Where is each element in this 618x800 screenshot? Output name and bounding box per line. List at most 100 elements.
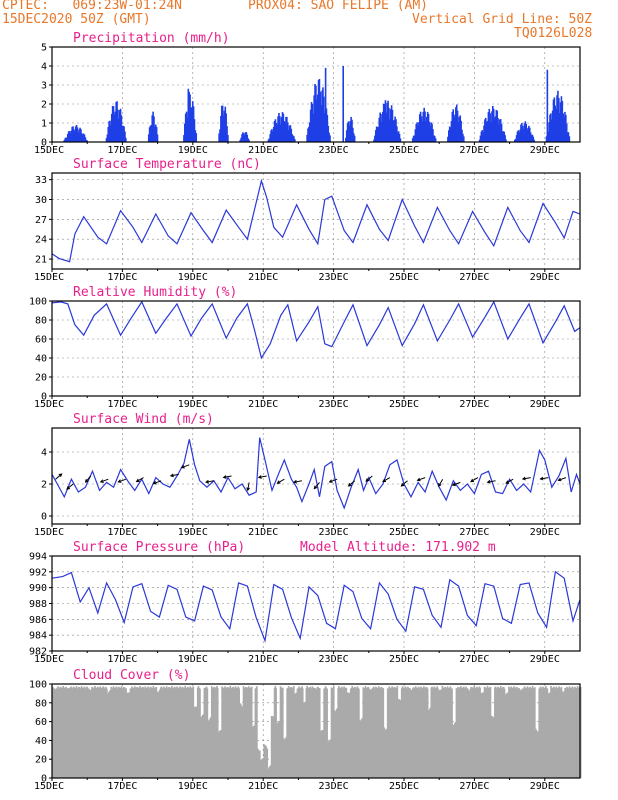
precip-bar — [383, 104, 386, 142]
wind-vector — [257, 475, 267, 479]
precip-bar — [415, 123, 418, 142]
precip-bar — [498, 124, 500, 142]
precip-bar — [490, 121, 492, 142]
precip-bar — [116, 101, 118, 142]
precip-bar — [294, 139, 296, 142]
xtick-label-cloud: 23DEC — [319, 781, 349, 792]
precip-bar — [557, 90, 559, 142]
panel-temp: 21 24 27 30 33 15DEC 17DEC 19DEC 21DEC 23DEC 25DEC… — [34, 157, 581, 283]
precip-bar — [421, 121, 424, 142]
ytick-label-rh: 60 — [35, 335, 47, 346]
precip-bar — [307, 128, 309, 142]
precip-bar — [316, 94, 319, 142]
precip-bar — [353, 135, 356, 142]
precip-bar — [288, 125, 291, 142]
ytick-label-cloud: 0 — [41, 774, 47, 785]
ytick-label-press: 986 — [29, 615, 47, 626]
ytick-label-rh: 80 — [35, 316, 47, 327]
wind-vector — [313, 482, 320, 490]
precip-bar — [455, 104, 458, 142]
precip-bar — [499, 119, 501, 142]
precip-bar — [74, 130, 76, 142]
precip-bar — [449, 128, 452, 142]
precip-bar — [183, 135, 185, 142]
xtick-label-press: 17DEC — [107, 654, 137, 665]
precip-bar — [63, 140, 66, 142]
precip-bar — [188, 91, 190, 142]
wind-vector — [180, 464, 190, 469]
precip-bar — [387, 100, 389, 142]
precip-bar — [226, 126, 228, 142]
panel-press: 982 984 986 988 990 992 994 15DEC 17DEC 19DEC 21DE… — [29, 540, 581, 665]
precip-bar — [345, 130, 348, 142]
ytick-label-rh: 20 — [35, 373, 47, 384]
precip-bar — [380, 114, 382, 142]
precip-bar — [80, 129, 82, 142]
precip-bar — [374, 130, 377, 142]
precip-bar — [65, 137, 67, 142]
precip-bar — [550, 119, 553, 142]
precip-bar — [267, 139, 270, 142]
precip-bar — [66, 133, 69, 142]
precip-bar — [385, 112, 388, 142]
precip-bar — [396, 132, 399, 142]
precip-bar — [422, 111, 425, 142]
wind-vector — [400, 480, 408, 487]
ytick-label-precip: 0 — [41, 138, 47, 149]
precip-bar — [562, 113, 564, 142]
precip-bar — [432, 129, 434, 142]
precip-bar — [245, 132, 248, 142]
precip-bar — [66, 137, 68, 142]
wind-vector — [486, 479, 496, 484]
precip-bar — [243, 135, 246, 142]
precip-bar — [323, 113, 326, 142]
precip-bar — [386, 102, 388, 142]
precip-bar — [321, 90, 323, 142]
ytick-label-press: 984 — [29, 631, 47, 642]
precip-bar — [291, 134, 293, 142]
precip-bar — [494, 116, 497, 142]
precip-bar — [566, 132, 569, 142]
wind-vector — [135, 477, 144, 483]
ytick-label-rh: 40 — [35, 354, 47, 365]
precip-bar — [425, 121, 427, 142]
precip-bar — [78, 129, 80, 142]
xtick-label-wind: 19DEC — [178, 527, 208, 538]
precip-bar — [478, 139, 481, 142]
precip-bar — [382, 111, 384, 142]
xtick-label-rh: 23DEC — [319, 399, 349, 410]
precip-bar — [71, 126, 73, 142]
precip-bar — [378, 117, 381, 142]
precip-bar — [458, 116, 461, 142]
ytick-label-press: 994 — [29, 552, 47, 563]
precip-bar — [554, 105, 557, 142]
precip-bar — [154, 124, 157, 142]
precip-bar — [113, 114, 116, 142]
precip-bar — [310, 102, 313, 142]
panel-title-press: Surface Pressure (hPa) — [73, 540, 245, 555]
xtick-label-precip: 17DEC — [107, 145, 137, 156]
precip-bar — [504, 135, 506, 142]
precip-bar — [395, 119, 397, 142]
precip-bar — [492, 108, 495, 142]
model-altitude-annotation: Model Altitude: 171.902 m — [300, 540, 496, 555]
xtick-label-temp: 21DEC — [248, 272, 278, 283]
wind-vector — [416, 477, 426, 482]
precip-bar — [189, 94, 191, 142]
xtick-label-temp: 23DEC — [319, 272, 349, 283]
precip-bar — [526, 129, 528, 142]
precip-bar — [79, 127, 81, 142]
precip-bar — [271, 129, 273, 142]
precip-bar — [514, 139, 516, 142]
precip-bar — [190, 107, 192, 142]
xtick-label-precip: 25DEC — [389, 145, 419, 156]
precip-bar — [286, 116, 288, 142]
precip-bar — [558, 113, 561, 142]
xtick-label-temp: 25DEC — [389, 272, 419, 283]
header-line1-left: CPTEC: 069:23W-01:24N — [2, 0, 183, 13]
precip-bar — [320, 104, 322, 142]
precip-bar — [284, 122, 286, 142]
precip-bar — [346, 123, 349, 142]
precip-bar — [152, 111, 154, 142]
xtick-label-cloud: 19DEC — [178, 781, 208, 792]
